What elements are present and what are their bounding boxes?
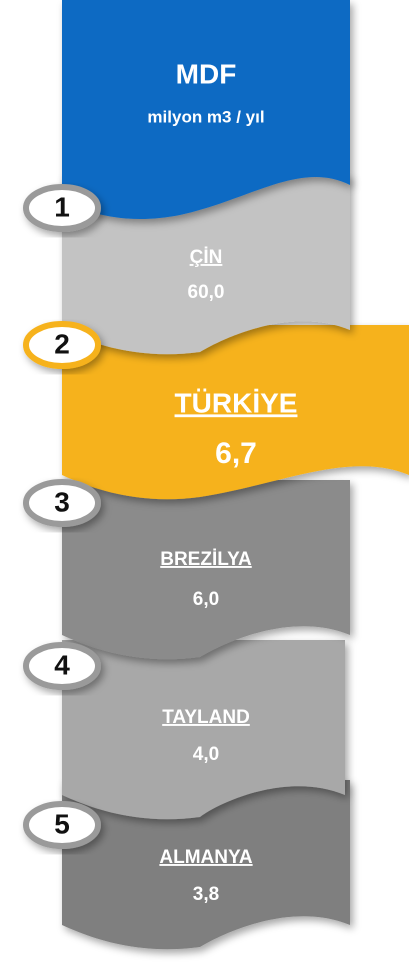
rank-number: 4: [54, 649, 70, 680]
item: ÇİN 60,0: [62, 175, 350, 355]
rank-badge: 4: [23, 642, 101, 690]
country-name: TAYLAND: [162, 707, 250, 728]
item-panel: [62, 480, 350, 660]
rank-badge: 2: [23, 321, 101, 369]
item-value: 3,8: [193, 884, 219, 905]
rank-number: 5: [54, 808, 70, 839]
country-name: TÜRKİYE: [175, 387, 298, 418]
country-name: ALMANYA: [159, 847, 253, 868]
rank-badges: 5 4 3 2 1: [23, 184, 101, 849]
item: TÜRKİYE 6,7: [62, 325, 409, 500]
rank-badge: 1: [23, 184, 101, 232]
rank-number: 2: [54, 328, 70, 359]
rank-badge: 5: [23, 801, 101, 849]
rank-circle: [23, 321, 101, 369]
country-name: ÇİN: [190, 247, 223, 268]
item-panel: [62, 640, 345, 820]
rank-number: 3: [54, 486, 70, 517]
item-panel: [62, 325, 409, 500]
item-value: 6,7: [215, 437, 257, 470]
header-title: MDF: [176, 58, 237, 89]
rank-number: 1: [54, 191, 70, 222]
item-value: 60,0: [188, 282, 225, 303]
item-value: 4,0: [193, 744, 219, 765]
panels: ALMANYA 3,8 TAYLAND 4,0 BREZİLYA 6,0 TÜRKİYE 6,…: [62, 175, 409, 950]
rank-badge: 3: [23, 479, 101, 527]
rank-circle: [23, 184, 101, 232]
rank-circle: [23, 642, 101, 690]
item-panel: [62, 780, 350, 950]
item: BREZİLYA 6,0: [62, 480, 350, 660]
header: MDF milyon m3 / yıl: [62, 0, 350, 220]
country-name: BREZİLYA: [160, 549, 252, 570]
rank-circle: [23, 801, 101, 849]
rank-circle: [23, 479, 101, 527]
header-subtitle: milyon m3 / yıl: [147, 107, 264, 126]
item-panel: [62, 175, 350, 355]
header-panel: [62, 0, 350, 220]
item-value: 6,0: [193, 589, 219, 610]
item: ALMANYA 3,8: [62, 780, 350, 950]
item: TAYLAND 4,0: [62, 640, 345, 820]
